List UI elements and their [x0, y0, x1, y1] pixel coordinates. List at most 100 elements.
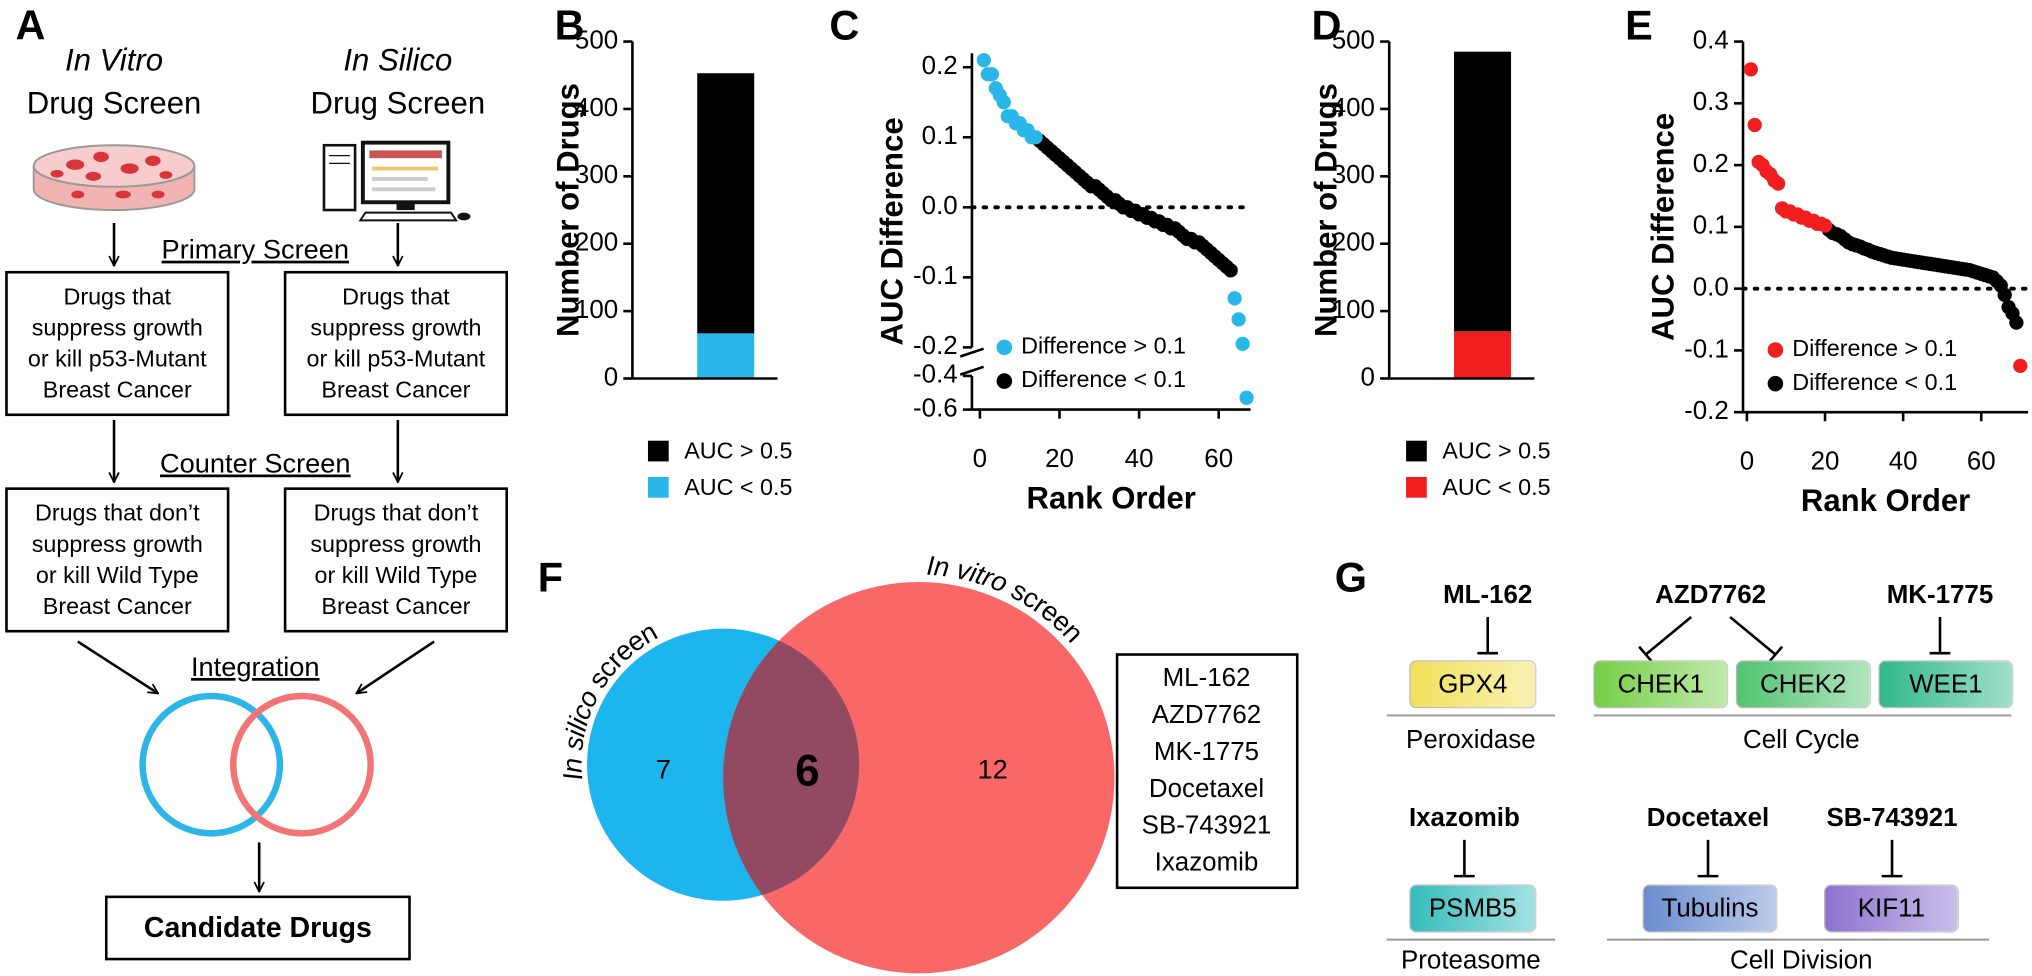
bar-segment — [697, 333, 755, 379]
drug-name: SB-743921 — [1827, 804, 1958, 832]
legend-swatch — [647, 440, 669, 462]
chart: 0 100 200 300 400 500 Number of Drugs AUC > 0.5… — [1309, 26, 1551, 499]
y-tick-label: 0.0 — [922, 192, 958, 220]
chart: 0.4 0.3 0.2 0.1 0.0 -0.1 -0.2 AUC Difference 0 20… — [1645, 26, 2031, 518]
panel-label: E — [1625, 2, 1653, 49]
scatter-point — [1227, 291, 1242, 306]
drug-name: ML-162 — [1443, 581, 1532, 609]
x-axis-label: Rank Order — [1027, 481, 1196, 516]
drug-list-item: ML-162 — [1163, 664, 1251, 692]
scatter-point — [1997, 287, 2012, 302]
x-tick-label: 20 — [1045, 445, 1074, 473]
box-text: Breast Cancer — [321, 593, 470, 619]
arrow — [356, 640, 435, 694]
legend-label: AUC < 0.5 — [1442, 474, 1550, 500]
target-name: Tubulins — [1661, 895, 1758, 923]
target-name: PSMB5 — [1429, 895, 1517, 923]
y-axis-label: AUC Difference — [1645, 113, 1680, 341]
y-axis-label: Number of Drugs — [1309, 83, 1344, 337]
target-class: Cell Division — [1730, 947, 1873, 975]
x-tick-label: 60 — [1967, 448, 1996, 476]
step-title: Integration — [191, 651, 320, 682]
screen-title: Drug Screen — [27, 85, 202, 120]
venn-panel: In silico screen In vitro screen 7 12 6 … — [557, 550, 1299, 974]
screen-title: In Silico — [343, 43, 452, 78]
result-label: Candidate Drugs — [144, 912, 372, 944]
legend-label: Difference < 0.1 — [1021, 366, 1186, 392]
overlap-count: 6 — [795, 746, 820, 795]
drug-name: MK-1775 — [1887, 581, 1994, 609]
target-class: Peroxidase — [1406, 726, 1536, 754]
step-title: Primary Screen — [162, 234, 349, 265]
x-tick-label: 0 — [973, 445, 987, 473]
drug-name: Ixazomib — [1409, 804, 1520, 832]
target-name: KIF11 — [1858, 895, 1925, 923]
box-text: or kill Wild Type — [314, 562, 477, 588]
legend-label: AUC > 0.5 — [1442, 438, 1550, 464]
y-tick-label: 500 — [575, 26, 618, 54]
legend-marker — [996, 373, 1013, 389]
y-tick-label: 0.4 — [1693, 26, 1729, 54]
box-text: or kill Wild Type — [36, 562, 199, 588]
venn-circle — [139, 692, 284, 837]
set-count: 12 — [978, 753, 1008, 784]
target-box-shine — [1879, 661, 2013, 708]
y-tick-label: 0 — [604, 363, 618, 391]
legend-label: AUC < 0.5 — [684, 474, 792, 500]
scatter-point — [2009, 315, 2024, 330]
scatter-point — [1771, 176, 1786, 191]
target-panel: ML-162 AZD7762 MK-1775 Ixazomib Docetaxe… — [1386, 581, 2014, 975]
legend-marker — [1767, 375, 1784, 392]
y-axis-label: Number of Drugs — [550, 83, 585, 337]
bar-segment — [1454, 331, 1512, 379]
legend-marker — [1767, 342, 1784, 358]
x-axis-label: Rank Order — [1801, 483, 1970, 518]
screen-title: In Vitro — [65, 43, 163, 78]
screen-box — [5, 487, 230, 633]
scatter-point — [2013, 358, 2028, 373]
target-box-shine — [1643, 885, 1777, 932]
step-title: Counter Screen — [160, 448, 351, 479]
scatter-point — [1239, 390, 1254, 405]
drug-name: Docetaxel — [1647, 804, 1769, 832]
screen-title: Drug Screen — [311, 85, 486, 120]
panel-label: G — [1335, 554, 1367, 601]
drug-list-item: Ixazomib — [1155, 849, 1259, 877]
chart: 0 100 200 300 400 500 Number of Drugs AUC > 0.5… — [550, 26, 792, 499]
legend-swatch — [1406, 440, 1427, 462]
screen-box — [5, 270, 230, 417]
panel-label: A — [16, 2, 46, 49]
box-text: suppress growth — [32, 314, 203, 340]
scatter-point — [1223, 263, 1238, 278]
box-text: suppress growth — [310, 531, 481, 557]
y-tick-label: 300 — [575, 161, 618, 189]
target-name: GPX4 — [1438, 670, 1507, 698]
y-tick-label: 100 — [575, 296, 618, 324]
axis-break — [959, 347, 985, 358]
legend-label: Difference < 0.1 — [1792, 369, 1957, 395]
x-tick-label: 60 — [1204, 445, 1233, 473]
target-class: Cell Cycle — [1743, 726, 1860, 754]
box-text: Breast Cancer — [321, 377, 470, 403]
drug-name: AZD7762 — [1655, 581, 1766, 609]
target-box-shine — [1824, 885, 1959, 932]
inhibition-arrows — [1454, 615, 1951, 878]
target-box-shine — [1409, 661, 1536, 708]
box-text: Breast Cancer — [43, 377, 192, 403]
arrow — [77, 640, 158, 695]
target-box-shine — [1409, 885, 1536, 932]
target-box-shine — [1736, 661, 1871, 708]
scatter-point — [976, 53, 992, 68]
chart: 0.2 0.1 0.0 -0.1 -0.2-0.4 -0.6 AUC Difference 0… — [874, 52, 1254, 516]
drug-list-box — [1115, 653, 1299, 890]
box-text: suppress growth — [32, 531, 203, 557]
panel-label: F — [538, 554, 563, 601]
box-text: or kill p53-Mutant — [28, 346, 207, 372]
y-tick-label: 0.2 — [922, 52, 958, 80]
target-name: WEE1 — [1909, 670, 1982, 698]
x-tick-label: 20 — [1811, 448, 1840, 476]
panel-label: D — [1311, 2, 1341, 49]
y-tick-label: -0.1 — [1684, 335, 1729, 363]
legend-swatch — [647, 476, 669, 498]
